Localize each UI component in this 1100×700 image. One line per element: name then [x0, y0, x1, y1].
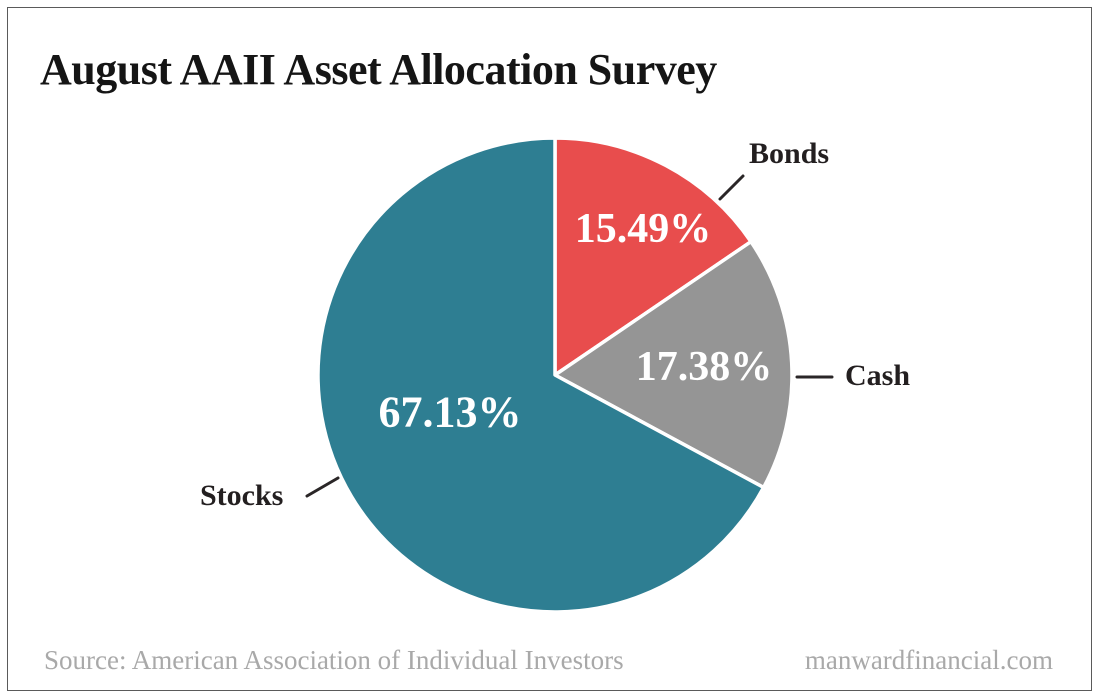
cash-category-label: Cash: [845, 359, 911, 392]
pie-slices: [316, 136, 794, 614]
stocks-value-label: 67.13%: [378, 387, 522, 437]
pie-slice-stocks: [316, 136, 766, 614]
stocks-category-label: Stocks: [200, 479, 284, 512]
bonds-leader-line: [718, 174, 745, 201]
bonds-category-label: Bonds: [749, 137, 830, 170]
source-attribution: Source: American Association of Individu…: [44, 645, 624, 675]
stocks-leader-line: [305, 476, 340, 498]
chart-title: August AAII Asset Allocation Survey: [40, 45, 717, 94]
pie-slice-bonds: [553, 136, 753, 377]
website-text: manwardfinancial.com: [804, 645, 1053, 675]
cash-value-label: 17.38%: [635, 344, 773, 390]
pie-slice-cash: [553, 239, 794, 490]
bonds-value-label: 15.49%: [574, 206, 712, 252]
